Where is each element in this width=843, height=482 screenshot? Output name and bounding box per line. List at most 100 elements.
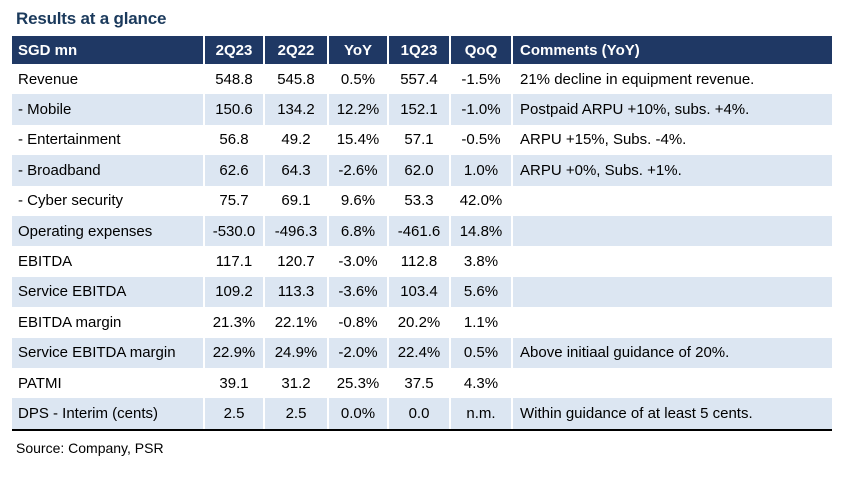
cell-2q23: 150.6 [203, 94, 264, 125]
cell-label: - Mobile [12, 94, 204, 125]
cell-label: Service EBITDA margin [12, 337, 204, 368]
table-row: DPS - Interim (cents) 2.5 2.5 0.0% 0.0 n.m. Wi… [12, 398, 832, 431]
cell-2q22: 545.8 [263, 64, 328, 95]
cell-qoq: 42.0% [449, 185, 512, 216]
cell-label: Revenue [18, 70, 79, 88]
cell-yoy: 9.6% [327, 185, 388, 216]
cell-yoy: 0.0% [327, 398, 388, 431]
cell-2q22: 113.3 [263, 276, 328, 308]
cell-label: EBITDA [18, 253, 73, 271]
column-header-label: SGD mn [12, 36, 204, 64]
column-header-yoy: YoY [327, 36, 388, 64]
cell-comments: Above initiaal guidance of 20%. [511, 337, 832, 368]
cell-yoy: 6.8% [327, 215, 388, 247]
cell-label: Service EBITDA [12, 276, 204, 308]
cell-2q23: 548.8 [203, 64, 264, 95]
table-row: - Mobile 150.6 134.2 12.2% 152.1 -1.0% Postpai… [12, 94, 832, 125]
cell-1q23: 0.0 [387, 398, 450, 431]
cell-label: - Entertainment [18, 131, 121, 149]
cell-qoq: n.m. [449, 398, 512, 431]
cell-2q22: 120.7 [263, 246, 328, 277]
column-header-qoq: QoQ [449, 36, 512, 64]
cell-qoq: 1.0% [449, 155, 512, 186]
cell-qoq: -0.5% [449, 124, 512, 156]
cell-2q23: 56.8 [203, 124, 264, 156]
cell-qoq: 1.1% [449, 307, 512, 338]
cell-2q23: 117.1 [203, 246, 264, 277]
cell-comments [511, 307, 832, 338]
cell-label: - Broadband [12, 155, 204, 186]
cell-yoy: -3.6% [327, 276, 388, 308]
table-row: Service EBITDA margin 22.9% 24.9% -2.0% 22.4… [12, 337, 832, 368]
cell-1q23: 57.1 [387, 124, 450, 156]
cell-qoq: -1.0% [449, 94, 512, 125]
cell-qoq: 3.8% [449, 246, 512, 277]
cell-2q23: 109.2 [203, 276, 264, 308]
cell-comments [511, 185, 832, 216]
cell-qoq: 5.6% [449, 276, 512, 308]
results-table: SGD mn 2Q23 2Q22 YoY 1Q23 QoQ Comments (YoY) R… [12, 36, 832, 431]
cell-yoy: -3.0% [327, 246, 388, 277]
cell-qoq: 0.5% [449, 337, 512, 368]
cell-2q22: 2.5 [263, 398, 328, 431]
cell-2q23: 75.7 [203, 185, 264, 216]
cell-1q23: 557.4 [387, 64, 450, 95]
table-row: - Cyber security 75.7 69.1 9.6% 53.3 42.0% [12, 185, 832, 216]
cell-qoq: 4.3% [449, 367, 512, 399]
cell-label: DPS - Interim (cents) [12, 398, 204, 431]
cell-2q22: -496.3 [263, 215, 328, 247]
cell-comments: ARPU +0%, Subs. +1%. [511, 155, 832, 186]
cell-label: - Cyber security [18, 192, 124, 210]
cell-qoq: 14.8% [449, 215, 512, 247]
table-row: Service EBITDA 109.2 113.3 -3.6% 103.4 5.6% [12, 276, 832, 308]
cell-label: PATMI [18, 374, 62, 392]
cell-2q23: 2.5 [203, 398, 264, 431]
cell-1q23: 37.5 [387, 367, 450, 399]
table-row: EBITDA 117.1 120.7 -3.0% 112.8 3.8% [12, 246, 832, 277]
cell-qoq: -1.5% [449, 64, 512, 95]
cell-yoy: 0.5% [327, 64, 388, 95]
page-title: Results at a glance [16, 9, 167, 28]
cell-comments: Postpaid ARPU +10%, subs. +4%. [511, 94, 832, 125]
cell-yoy: 15.4% [327, 124, 388, 156]
cell-yoy: 25.3% [327, 367, 388, 399]
cell-2q22: 24.9% [263, 337, 328, 368]
table-body: Revenue 548.8 545.8 0.5% 557.4 -1.5% 21% decli… [12, 64, 832, 431]
cell-1q23: 152.1 [387, 94, 450, 125]
cell-comments [511, 276, 832, 308]
cell-2q23: 62.6 [203, 155, 264, 186]
cell-comments: ARPU +15%, Subs. -4%. [511, 124, 832, 156]
cell-yoy: -2.6% [327, 155, 388, 186]
table-row: EBITDA margin 21.3% 22.1% -0.8% 20.2% 1.1% [12, 307, 832, 338]
cell-yoy: 12.2% [327, 94, 388, 125]
table-row: Operating expenses -530.0 -496.3 6.8% -461.6… [12, 215, 832, 247]
cell-1q23: 112.8 [387, 246, 450, 277]
cell-2q22: 69.1 [263, 185, 328, 216]
column-header-2q23: 2Q23 [203, 36, 264, 64]
cell-1q23: 22.4% [387, 337, 450, 368]
cell-2q23: -530.0 [203, 215, 264, 247]
cell-1q23: 53.3 [387, 185, 450, 216]
cell-yoy: -2.0% [327, 337, 388, 368]
header-row: SGD mn 2Q23 2Q22 YoY 1Q23 QoQ Comments (YoY) [12, 36, 832, 64]
cell-2q23: 39.1 [203, 367, 264, 399]
cell-comments: 21% decline in equipment revenue. [511, 64, 832, 95]
cell-yoy: -0.8% [327, 307, 388, 338]
cell-comments [511, 215, 832, 247]
cell-label: EBITDA margin [18, 313, 122, 331]
cell-2q22: 22.1% [263, 307, 328, 338]
column-header-2q22: 2Q22 [263, 36, 328, 64]
column-header-1q23: 1Q23 [387, 36, 450, 64]
cell-2q23: 21.3% [203, 307, 264, 338]
column-header-comments: Comments (YoY) [511, 36, 832, 64]
cell-label: Operating expenses [12, 215, 204, 247]
cell-2q22: 134.2 [263, 94, 328, 125]
cell-comments: Within guidance of at least 5 cents. [511, 398, 832, 431]
table-row: PATMI 39.1 31.2 25.3% 37.5 4.3% [12, 367, 832, 399]
cell-2q22: 49.2 [263, 124, 328, 156]
table-row: - Broadband 62.6 64.3 -2.6% 62.0 1.0% ARPU +0%… [12, 155, 832, 186]
cell-1q23: 20.2% [387, 307, 450, 338]
cell-2q23: 22.9% [203, 337, 264, 368]
cell-1q23: 62.0 [387, 155, 450, 186]
cell-1q23: 103.4 [387, 276, 450, 308]
